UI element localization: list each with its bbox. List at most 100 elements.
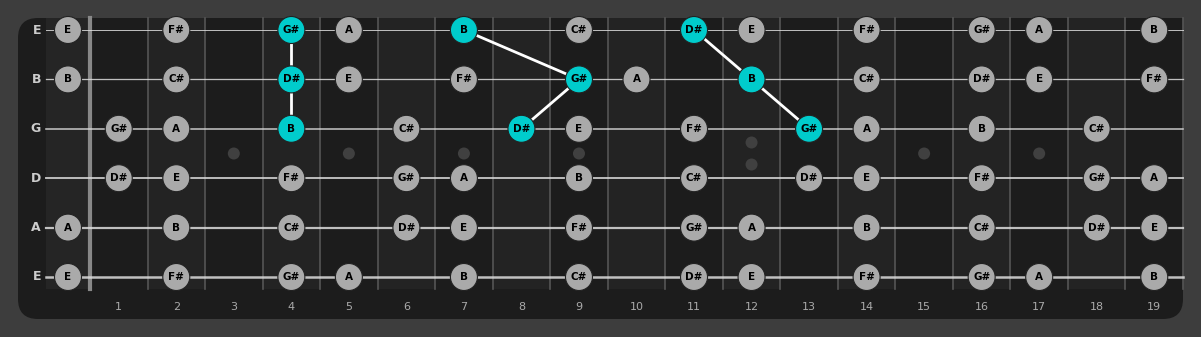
Text: C#: C# — [570, 272, 587, 282]
Text: B: B — [64, 74, 72, 84]
Ellipse shape — [566, 264, 592, 290]
Text: B: B — [978, 124, 986, 134]
Bar — [952, 18, 1010, 289]
Text: E: E — [748, 272, 755, 282]
Ellipse shape — [163, 66, 190, 93]
Ellipse shape — [163, 214, 190, 241]
Text: A: A — [460, 173, 468, 183]
Ellipse shape — [1083, 214, 1110, 241]
Bar — [838, 18, 896, 289]
Ellipse shape — [450, 264, 478, 290]
Ellipse shape — [450, 165, 478, 192]
Text: A: A — [345, 25, 353, 35]
Text: E: E — [65, 272, 72, 282]
Text: B: B — [862, 223, 871, 233]
Bar — [46, 18, 90, 289]
Text: A: A — [345, 272, 353, 282]
Ellipse shape — [681, 165, 707, 192]
Text: G#: G# — [973, 272, 991, 282]
Text: 14: 14 — [860, 302, 873, 312]
Text: C#: C# — [974, 223, 990, 233]
Text: E: E — [346, 74, 352, 84]
Text: F#: F# — [168, 272, 184, 282]
Bar — [1068, 18, 1125, 289]
Text: C#: C# — [570, 25, 587, 35]
Text: D#: D# — [973, 74, 991, 84]
Text: A: A — [64, 223, 72, 233]
Text: 2: 2 — [173, 302, 180, 312]
Ellipse shape — [1141, 264, 1167, 290]
FancyBboxPatch shape — [18, 18, 1183, 319]
Text: 13: 13 — [802, 302, 815, 312]
Ellipse shape — [1141, 165, 1167, 192]
Ellipse shape — [968, 17, 996, 43]
Text: 3: 3 — [231, 302, 238, 312]
Text: 10: 10 — [629, 302, 644, 312]
Ellipse shape — [968, 165, 996, 192]
Text: 8: 8 — [518, 302, 525, 312]
Ellipse shape — [277, 165, 305, 192]
Bar — [665, 18, 723, 289]
Ellipse shape — [566, 66, 592, 93]
Bar — [148, 18, 205, 289]
Ellipse shape — [335, 264, 363, 290]
Text: D#: D# — [513, 124, 530, 134]
Circle shape — [918, 148, 930, 159]
Bar — [321, 18, 377, 289]
Ellipse shape — [1026, 66, 1053, 93]
Text: G#: G# — [686, 223, 703, 233]
Ellipse shape — [681, 214, 707, 241]
Ellipse shape — [277, 264, 305, 290]
Text: A: A — [747, 223, 755, 233]
Ellipse shape — [335, 17, 363, 43]
Text: C#: C# — [686, 173, 703, 183]
Ellipse shape — [739, 66, 765, 93]
Text: B: B — [1151, 272, 1158, 282]
Text: D#: D# — [398, 223, 416, 233]
Ellipse shape — [1141, 214, 1167, 241]
Ellipse shape — [1141, 17, 1167, 43]
Text: G#: G# — [1088, 173, 1105, 183]
Ellipse shape — [739, 17, 765, 43]
Text: G#: G# — [973, 25, 991, 35]
Text: 5: 5 — [346, 302, 352, 312]
Ellipse shape — [853, 214, 880, 241]
Text: E: E — [173, 173, 180, 183]
Circle shape — [573, 148, 585, 159]
Ellipse shape — [163, 264, 190, 290]
Text: 11: 11 — [687, 302, 701, 312]
Ellipse shape — [335, 66, 363, 93]
Text: D#: D# — [110, 173, 127, 183]
Text: 18: 18 — [1089, 302, 1104, 312]
Bar — [550, 18, 608, 289]
Ellipse shape — [853, 165, 880, 192]
Ellipse shape — [853, 66, 880, 93]
Text: 17: 17 — [1032, 302, 1046, 312]
Ellipse shape — [450, 66, 478, 93]
Text: B: B — [172, 223, 180, 233]
Text: E: E — [748, 25, 755, 35]
Bar — [781, 18, 838, 289]
Text: F#: F# — [1146, 74, 1163, 84]
Ellipse shape — [1083, 115, 1110, 142]
Text: 1: 1 — [115, 302, 123, 312]
Text: G#: G# — [110, 124, 127, 134]
Circle shape — [228, 148, 240, 159]
Ellipse shape — [393, 165, 420, 192]
Circle shape — [458, 148, 470, 159]
Ellipse shape — [277, 17, 305, 43]
Ellipse shape — [393, 214, 420, 241]
Ellipse shape — [1141, 66, 1167, 93]
Bar — [90, 18, 148, 289]
Ellipse shape — [853, 115, 880, 142]
Text: A: A — [862, 124, 871, 134]
Text: A: A — [31, 221, 41, 234]
Text: B: B — [460, 272, 468, 282]
Bar — [377, 18, 435, 289]
Circle shape — [746, 158, 758, 171]
Ellipse shape — [681, 264, 707, 290]
Ellipse shape — [795, 165, 823, 192]
Text: B: B — [747, 74, 755, 84]
Bar — [205, 18, 263, 289]
Ellipse shape — [163, 165, 190, 192]
